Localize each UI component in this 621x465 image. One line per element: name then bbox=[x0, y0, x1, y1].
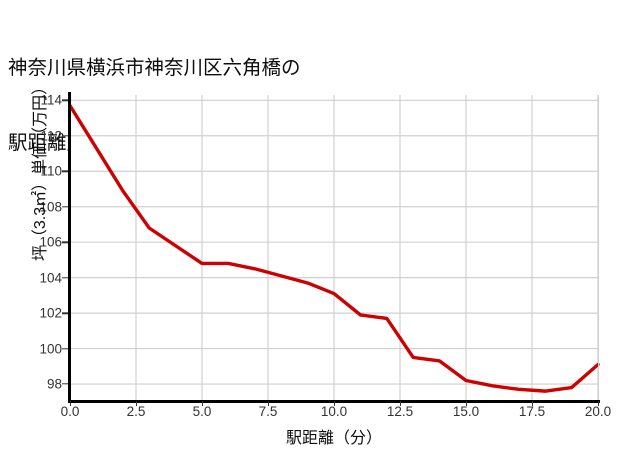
x-tick-label: 2.5 bbox=[126, 404, 146, 419]
x-tick-label: 17.5 bbox=[518, 404, 546, 419]
y-tick-mark bbox=[62, 206, 68, 208]
x-tick-mark bbox=[334, 401, 336, 406]
x-tick-label: 15.0 bbox=[452, 404, 480, 419]
x-tick-mark bbox=[136, 401, 138, 406]
x-tick-label: 20.0 bbox=[584, 404, 612, 419]
plot-canvas bbox=[68, 95, 600, 400]
y-tick-label: 102 bbox=[39, 305, 62, 321]
x-tick-label: 0.0 bbox=[60, 404, 80, 419]
y-tick-label: 100 bbox=[39, 341, 62, 357]
y-tick-label: 108 bbox=[39, 199, 62, 215]
x-axis-title: 駅距離（分） bbox=[285, 430, 382, 447]
x-tick-mark bbox=[70, 401, 72, 406]
y-axis-tick-labels: 98 100 102 104 106 108 110 112 114 bbox=[0, 0, 62, 465]
x-tick-mark bbox=[400, 401, 402, 406]
x-tick-mark bbox=[202, 401, 204, 406]
right-spine bbox=[597, 95, 599, 400]
y-tick-label: 98 bbox=[46, 376, 62, 392]
y-tick-mark bbox=[62, 170, 68, 172]
y-tick-label: 112 bbox=[40, 128, 62, 144]
y-tick-label: 114 bbox=[40, 92, 62, 108]
x-tick-mark bbox=[268, 401, 270, 406]
x-tick-mark bbox=[598, 401, 600, 406]
y-axis-spine bbox=[68, 92, 71, 403]
x-tick-mark bbox=[466, 401, 468, 406]
y-tick-mark bbox=[62, 135, 68, 137]
y-axis-title: 坪（3.3㎡）単価（万円） bbox=[32, 78, 49, 262]
y-tick-mark bbox=[62, 347, 68, 350]
y-tick-label: 110 bbox=[40, 163, 62, 179]
price-line-series bbox=[68, 103, 600, 393]
x-tick-label: 10.0 bbox=[320, 404, 348, 419]
chart-title-line-1: 神奈川県横浜市神奈川区六角橋の bbox=[8, 57, 301, 79]
y-tick-label: 106 bbox=[39, 234, 62, 250]
y-tick-mark bbox=[62, 383, 68, 385]
x-tick-label: 5.0 bbox=[192, 404, 212, 419]
x-tick-label: 12.5 bbox=[386, 404, 414, 419]
x-tick-label: 7.5 bbox=[258, 404, 278, 419]
y-tick-label: 104 bbox=[39, 270, 62, 286]
x-tick-mark bbox=[532, 401, 534, 406]
y-tick-mark bbox=[62, 241, 68, 243]
gridlines bbox=[69, 95, 599, 400]
y-tick-mark bbox=[62, 312, 68, 314]
y-tick-mark bbox=[62, 99, 68, 102]
y-tick-mark bbox=[62, 276, 68, 279]
